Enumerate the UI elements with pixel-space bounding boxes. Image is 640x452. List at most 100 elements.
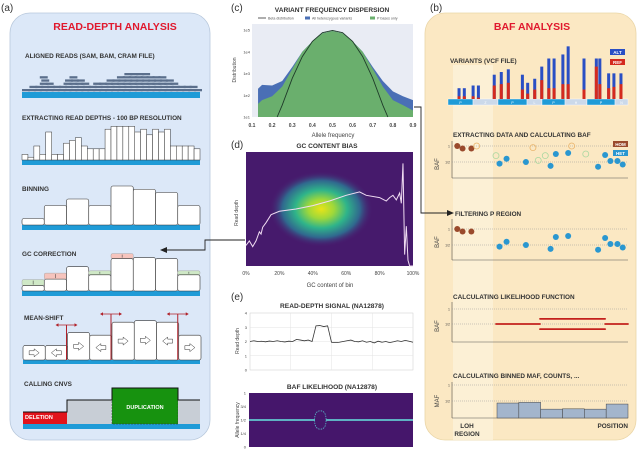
aligned-read <box>183 85 192 89</box>
baf-point <box>541 152 549 160</box>
copy-number-line <box>23 387 200 413</box>
arrow-right-icon <box>28 348 40 358</box>
aligned-read <box>158 76 167 79</box>
x-tick-label: 80% <box>375 271 386 277</box>
legend-ref-swatch <box>610 59 625 65</box>
aligned-read <box>88 85 97 89</box>
chart-e1-ylabel: Read depth <box>235 328 241 354</box>
aligned-read <box>152 89 161 92</box>
variant-ref-bar <box>526 93 530 99</box>
variant-alt-bar <box>561 54 565 99</box>
region-label: P <box>511 101 514 105</box>
aligned-read <box>116 76 125 79</box>
region-label: P <box>459 101 462 105</box>
step-gc-correction: GC CORRECTION <box>22 251 77 258</box>
aligned-read <box>176 89 185 92</box>
arrow-left-icon <box>50 348 62 358</box>
aligned-read <box>124 79 133 82</box>
baf-point <box>496 243 503 250</box>
read-depth-bar <box>116 126 124 161</box>
aligned-read <box>22 89 30 92</box>
aligned-read <box>65 85 73 89</box>
aligned-read <box>51 89 60 92</box>
tick-half: 1/2 <box>445 161 450 165</box>
aligned-read <box>177 85 186 89</box>
tick-one: 1 <box>448 145 450 149</box>
aligned-read <box>142 73 151 76</box>
variant-ref-bar <box>533 89 537 99</box>
variant-alt-bar <box>547 58 551 99</box>
chart-c-ylabel: Distribution <box>232 57 238 82</box>
legend-p-bases: P bases only <box>377 16 398 20</box>
tick-half: 1/2 <box>445 244 450 248</box>
y-tick-label: 3/4 <box>240 404 246 409</box>
variant-ref-bar <box>619 84 623 99</box>
arrow-right-icon <box>117 336 129 346</box>
arrowhead-gc <box>160 247 167 253</box>
read-depth-bar <box>152 128 159 161</box>
variant-frequency-chart: VARIANT FREQUENCY DISPERSION Beta distri… <box>232 7 417 139</box>
maf-bin <box>562 408 585 419</box>
y-tick-label: 1/2 <box>240 418 246 423</box>
aligned-read <box>112 85 121 89</box>
read-depth-bar <box>21 154 29 161</box>
read-depth-bar <box>27 156 35 161</box>
baf-point <box>565 233 572 240</box>
y-tick-label: 4 <box>245 311 248 316</box>
aligned-read <box>100 85 109 89</box>
baf-point <box>602 234 609 241</box>
aligned-read <box>188 89 197 92</box>
variant-ref-bar <box>462 96 466 99</box>
read-depth-bar <box>51 154 58 161</box>
axis-baf-2: BAF <box>435 236 441 248</box>
aligned-read <box>105 82 113 85</box>
baf-point <box>492 152 500 160</box>
baf-point <box>595 163 602 170</box>
variant-alt-bar <box>526 82 530 99</box>
x-tick-label: 0.5 <box>329 123 336 129</box>
variant-alt-bar <box>582 58 586 99</box>
aligned-read <box>154 85 162 89</box>
aligned-read <box>170 89 179 92</box>
y-tick-label: 1e1 <box>243 115 250 120</box>
aligned-read <box>148 85 157 89</box>
chart-c-xlabel: Allele frequency <box>312 133 355 139</box>
maf-bin <box>584 408 607 419</box>
aligned-read <box>29 85 38 89</box>
step-likelihood: CALCULATING LIKELIHOOD FUNCTION <box>453 294 575 301</box>
bin <box>21 218 45 226</box>
loh-region-shade <box>453 65 493 440</box>
variant-ref-bar <box>582 89 586 99</box>
baf-point <box>534 156 542 164</box>
x-tick-label: 0.3 <box>289 123 296 129</box>
aligned-read <box>111 89 119 92</box>
arrow-left-icon <box>95 343 107 353</box>
read-depth-bar <box>122 126 130 161</box>
legend-all-het-swatch <box>305 16 310 20</box>
variant-ref-bar <box>540 80 544 99</box>
tick-half: 1/2 <box>445 323 450 327</box>
baf-point <box>614 241 621 248</box>
genome-bar <box>22 225 200 230</box>
aligned-read <box>70 85 79 89</box>
aligned-read <box>124 85 133 89</box>
variant-ref-bar <box>457 96 461 99</box>
aligned-read <box>45 82 54 85</box>
aligned-read <box>116 82 125 85</box>
read-depth-bar <box>170 145 177 161</box>
bin <box>88 205 112 226</box>
aligned-read <box>136 73 145 76</box>
aligned-read <box>142 79 151 82</box>
panel-b-title: BAF ANALYSIS <box>494 21 570 33</box>
read-depth-bar <box>146 134 153 161</box>
x-tick-label: 100% <box>407 271 420 277</box>
region-label: Z <box>484 101 487 105</box>
aligned-read <box>140 82 149 85</box>
y-tick-label: 1e5 <box>243 28 250 33</box>
aligned-read <box>152 76 161 79</box>
aligned-read <box>134 82 143 85</box>
baf-point <box>552 151 559 157</box>
read-depth-bar <box>164 128 171 161</box>
y-tick-label: 1 <box>244 391 247 396</box>
step-binning: BINNING <box>22 186 49 193</box>
